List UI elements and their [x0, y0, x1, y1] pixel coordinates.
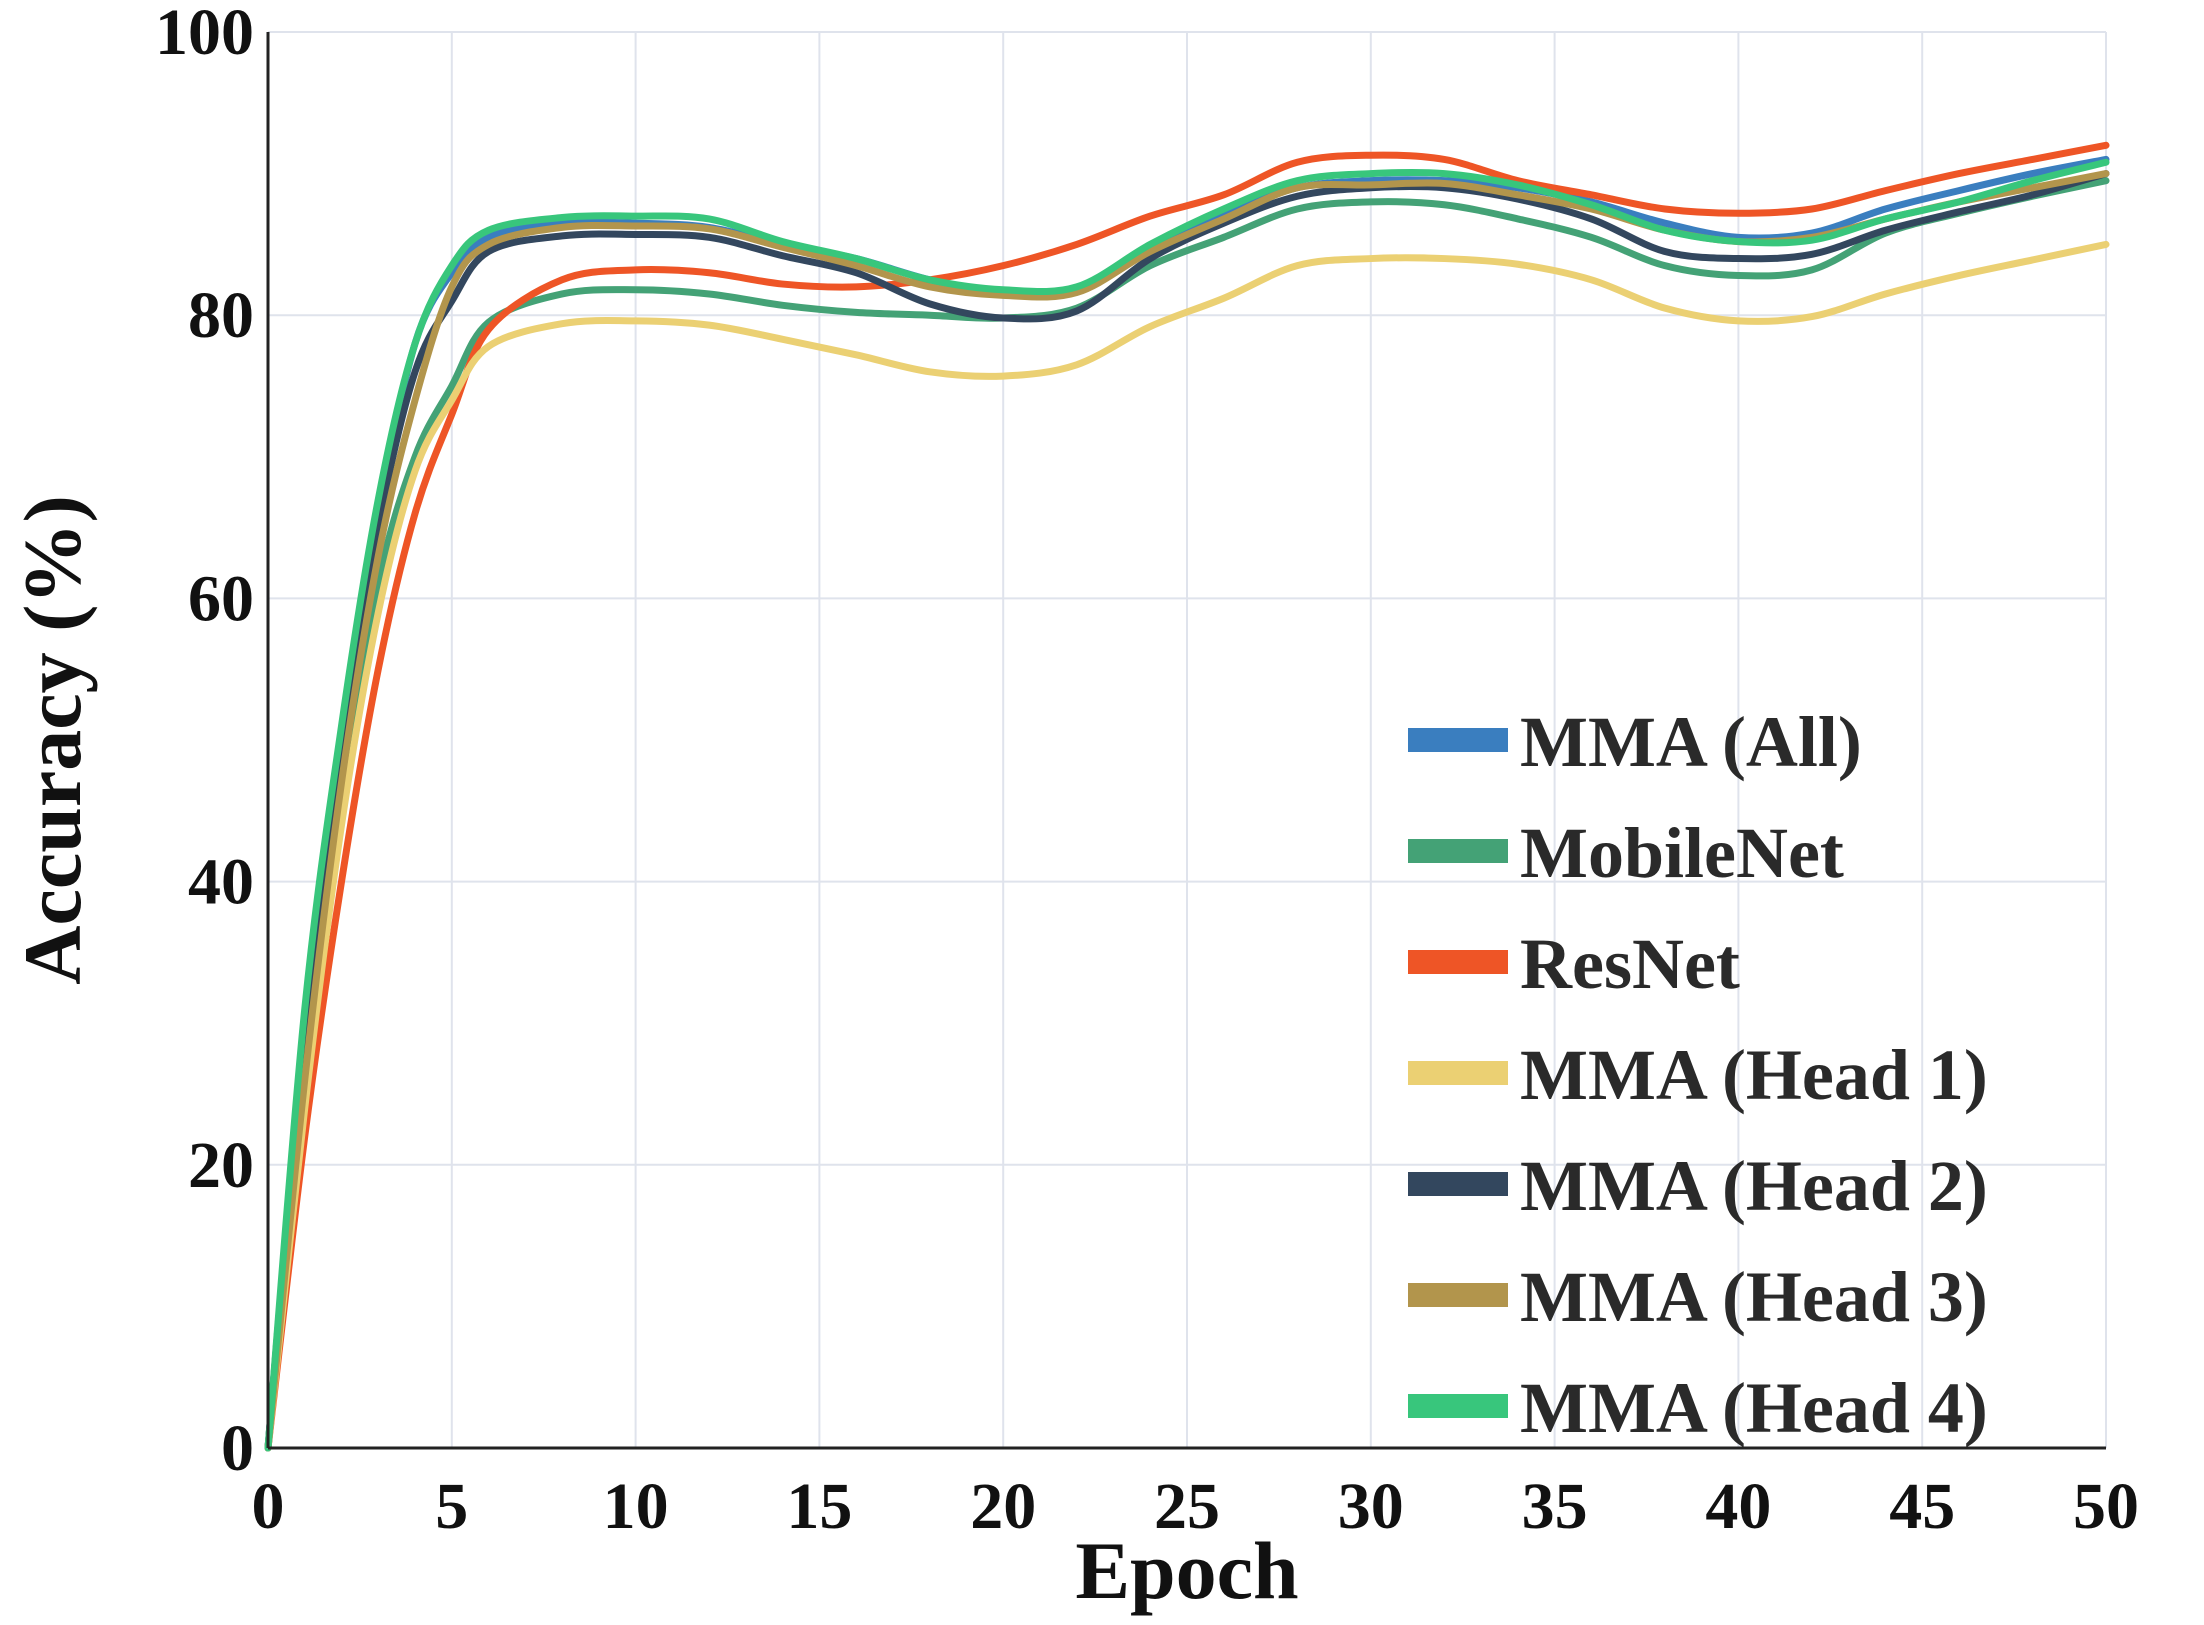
legend-label: MobileNet: [1520, 813, 1844, 893]
series-line-mma-head-4: [264, 158, 2110, 1452]
legend: MMA (All) MobileNet ResNet MMA (Head 1) MMA …: [1408, 702, 1988, 1448]
legend-swatch: [1408, 728, 1508, 752]
legend-swatch: [1408, 950, 1508, 974]
x-tick-label: 15: [786, 1470, 852, 1543]
legend-swatch: [1408, 1061, 1508, 1085]
x-tick-label: 50: [2073, 1470, 2139, 1543]
series-line-mma-head-2: [264, 170, 2110, 1452]
legend-label: MMA (All): [1520, 702, 1862, 782]
legend-swatch: [1408, 1394, 1508, 1418]
x-tick-label: 20: [970, 1470, 1036, 1543]
x-tick-label: 45: [1889, 1470, 1955, 1543]
series-line-mma-head-1: [264, 240, 2110, 1452]
x-tick-label: 35: [1522, 1470, 1588, 1543]
legend-item-mma-head-2: MMA (Head 2): [1408, 1146, 1988, 1226]
x-tick-label: 40: [1705, 1470, 1771, 1543]
legend-item-mma-head-4: MMA (Head 4): [1408, 1368, 1988, 1448]
legend-swatch: [1408, 1172, 1508, 1196]
x-tick-label: 10: [603, 1470, 669, 1543]
legend-item-mma-head-1: MMA (Head 1): [1408, 1035, 1988, 1115]
axes: 0 5 10 15 20 25 30 35 40 45 50 0 20 40 60 80 100: [155, 0, 2139, 1543]
y-tick-label: 40: [188, 846, 254, 919]
legend-item-mobilenet: MobileNet: [1408, 813, 1844, 893]
x-tick-label: 0: [252, 1470, 285, 1543]
x-tick-label: 25: [1154, 1470, 1220, 1543]
y-tick-label: 20: [188, 1129, 254, 1202]
legend-label: MMA (Head 2): [1520, 1146, 1988, 1226]
series-line-resnet: [264, 141, 2110, 1452]
x-tick-label: 30: [1338, 1470, 1404, 1543]
legend-label: MMA (Head 4): [1520, 1368, 1988, 1448]
legend-item-mma-head-3: MMA (Head 3): [1408, 1257, 1988, 1337]
x-axis-title: Epoch: [1075, 1525, 1298, 1616]
legend-swatch: [1408, 1283, 1508, 1307]
legend-label: MMA (Head 3): [1520, 1257, 1988, 1337]
legend-item-resnet: ResNet: [1408, 924, 1740, 1004]
legend-label: ResNet: [1520, 924, 1740, 1004]
y-tick-label: 100: [155, 0, 254, 69]
legend-item-mma-all: MMA (All): [1408, 702, 1862, 782]
y-tick-label: 0: [221, 1412, 254, 1485]
y-tick-label: 80: [188, 279, 254, 352]
legend-swatch: [1408, 839, 1508, 863]
x-tick-label: 5: [435, 1470, 468, 1543]
y-tick-label: 60: [188, 562, 254, 635]
y-axis-title: Accuracy (%): [7, 495, 98, 985]
series-lines: [264, 141, 2110, 1452]
legend-label: MMA (Head 1): [1520, 1035, 1988, 1115]
